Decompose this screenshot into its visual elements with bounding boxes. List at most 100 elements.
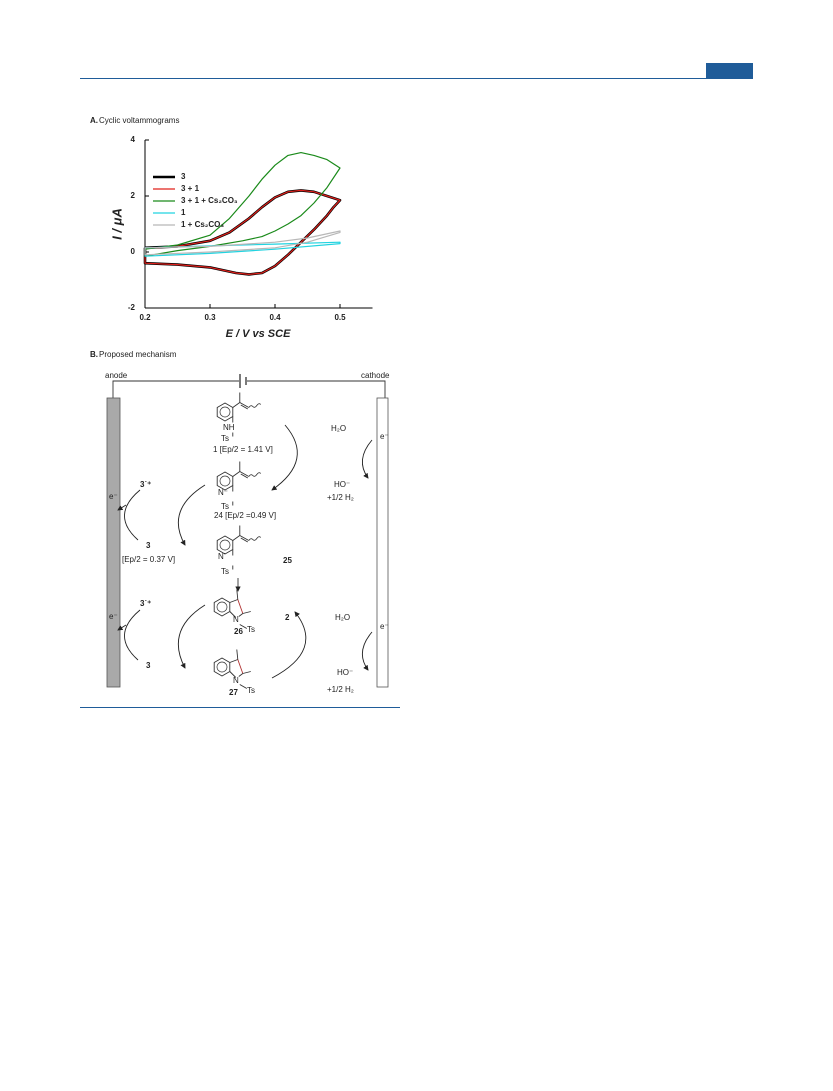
y-tick-label: 2	[131, 191, 136, 200]
bond	[242, 671, 251, 674]
x-tick-label: 0.4	[269, 313, 281, 322]
wavy-bond	[248, 403, 262, 408]
series-line	[144, 152, 341, 257]
substituent: Ts	[247, 686, 255, 695]
bond	[242, 611, 251, 614]
atom-label: N˙	[218, 552, 226, 561]
cycle-arrow	[271, 611, 307, 679]
legend-label: 3 + 1	[181, 184, 200, 193]
potential: [Ep/2 = 0.37 V]	[122, 555, 175, 564]
cycle-arrow	[124, 609, 141, 661]
bond	[239, 535, 250, 541]
cycle-arrow	[124, 489, 141, 541]
chart-title: Cyclic voltammograms	[99, 116, 179, 125]
aromatic-circle	[216, 661, 228, 673]
product: +1/2 H₂	[327, 685, 354, 694]
legend-label: 3 + 1 + Cs₂CO₃	[181, 196, 238, 205]
substituent: Ts	[247, 625, 255, 634]
compound-label: 24 [Ep/2 =0.49 V]	[214, 511, 276, 520]
product: HO⁻	[334, 480, 350, 489]
cathode	[376, 397, 389, 688]
legend-label: 3	[181, 172, 186, 181]
x-tick-label: 0.2	[139, 313, 151, 322]
atom-label: N⁻	[218, 488, 228, 497]
aromatic-circle	[219, 475, 231, 487]
x-tick-label: 0.3	[204, 313, 216, 322]
reactant: H₂O	[331, 424, 346, 433]
benzene-ring	[213, 657, 231, 677]
catalyst: 2	[285, 613, 290, 622]
benzene-ring	[216, 402, 234, 422]
compound-label: 1 [Ep/2 = 1.41 V]	[213, 445, 273, 454]
atom-label: NH	[223, 423, 235, 432]
bond	[232, 535, 241, 541]
cycle-arrow	[177, 604, 206, 669]
bond	[239, 471, 250, 477]
cathode-label: cathode	[361, 371, 390, 380]
bond	[238, 613, 244, 617]
aromatic-circle	[216, 601, 228, 613]
species: 3	[146, 541, 151, 550]
substituent: Ts	[221, 434, 229, 443]
wavy-bond	[248, 472, 262, 477]
cycle-arrow	[117, 504, 127, 511]
y-tick-label: -2	[128, 303, 136, 312]
bond	[239, 684, 248, 689]
bond	[238, 673, 244, 677]
species: 3	[146, 661, 151, 670]
bond	[232, 402, 241, 408]
panel-label: B.	[90, 350, 98, 359]
legend-label: 1 + Cs₂CO₃	[181, 220, 224, 229]
anode-label: anode	[105, 371, 128, 380]
species: 3˙⁺	[140, 480, 151, 489]
compound-label: 27	[229, 688, 238, 697]
circuit-wire	[112, 380, 386, 398]
header-block	[706, 63, 753, 78]
electron: e⁻	[380, 432, 389, 441]
bond	[237, 659, 244, 674]
reactant: H₂O	[335, 613, 350, 622]
x-tick-label: 0.5	[334, 313, 346, 322]
benzene-ring	[213, 597, 231, 617]
panel-title: Proposed mechanism	[99, 350, 177, 359]
series-line	[144, 189, 341, 275]
electron: e⁻	[109, 612, 118, 621]
aromatic-circle	[219, 406, 231, 418]
compound-label: 25	[283, 556, 292, 565]
atom-label: N	[233, 615, 239, 624]
cycle-arrow	[362, 631, 373, 671]
bond	[229, 599, 238, 603]
structures	[213, 392, 262, 689]
y-tick-label: 4	[131, 135, 136, 144]
species: 3˙⁺	[140, 599, 151, 608]
bond	[239, 402, 250, 408]
bond	[229, 611, 237, 618]
substituent: Ts	[221, 502, 229, 511]
cycle-arrow	[271, 424, 298, 491]
wavy-bond	[248, 536, 262, 541]
electron: e⁻	[380, 622, 389, 631]
y-tick-label: 0	[131, 247, 136, 256]
aromatic-circle	[219, 539, 231, 551]
cycle-arrow	[362, 439, 373, 479]
bond	[229, 659, 238, 663]
panel-label: A.	[90, 116, 98, 125]
electron: e⁻	[109, 492, 118, 501]
product: +1/2 H₂	[327, 493, 354, 502]
legend-label: 1	[181, 208, 186, 217]
cycle-arrow	[117, 624, 127, 631]
atom-label: N	[233, 676, 239, 685]
product: HO⁻	[337, 668, 353, 677]
bond	[232, 471, 241, 477]
bond	[240, 404, 249, 410]
bond	[240, 537, 249, 543]
y-axis-label: I / μA	[109, 208, 124, 240]
chart: 0.2 0.3 0.4 0.5 -2 0 2 4 E / V vs SCE I / μA 3 3 + …	[109, 135, 373, 340]
substituent: Ts	[221, 567, 229, 576]
bond	[236, 649, 239, 660]
bond	[237, 599, 244, 614]
bond	[240, 473, 249, 479]
compound-label: 26	[234, 627, 243, 636]
cycle-arrow	[177, 484, 206, 546]
